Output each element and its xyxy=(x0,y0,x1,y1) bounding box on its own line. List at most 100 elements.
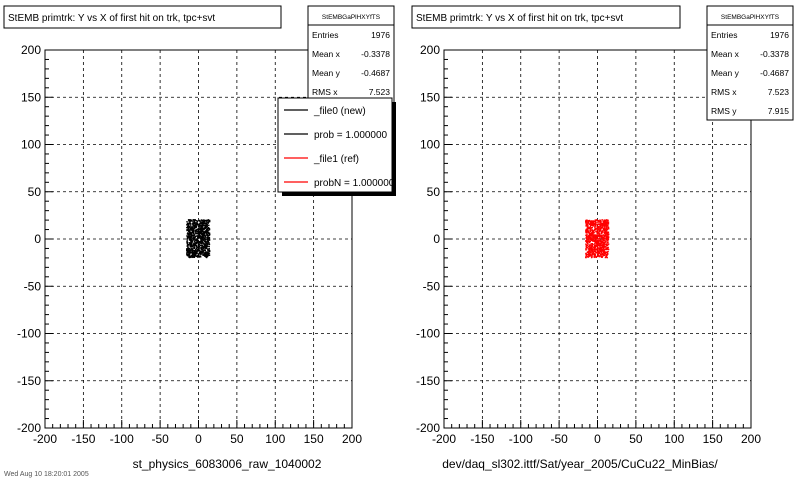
data-point xyxy=(598,223,600,225)
data-point xyxy=(201,219,204,222)
data-point xyxy=(196,240,198,243)
data-point xyxy=(600,248,603,250)
data-point xyxy=(588,255,591,257)
data-point xyxy=(199,223,201,225)
data-point xyxy=(205,224,207,226)
data-point xyxy=(208,220,211,223)
data-point xyxy=(602,253,604,256)
data-point xyxy=(599,219,602,222)
data-point xyxy=(601,226,603,229)
data-point xyxy=(195,232,197,235)
data-point xyxy=(586,230,588,233)
data-point xyxy=(208,242,210,244)
x-axis-label: st_physics_6083006_raw_1040002 xyxy=(133,457,322,471)
data-point xyxy=(606,254,608,256)
data-point xyxy=(606,238,609,241)
data-point xyxy=(585,239,588,241)
data-point xyxy=(603,242,606,245)
data-point xyxy=(191,220,193,222)
data-point xyxy=(604,240,607,242)
data-point xyxy=(597,228,600,231)
data-point xyxy=(199,240,201,243)
data-point xyxy=(207,231,210,234)
data-point xyxy=(595,241,598,244)
data-point xyxy=(194,224,196,227)
data-point xyxy=(204,222,207,224)
data-point xyxy=(201,247,204,249)
data-point xyxy=(187,254,189,257)
data-point xyxy=(186,226,189,229)
data-point xyxy=(601,247,604,249)
data-point xyxy=(592,252,595,254)
data-point xyxy=(198,251,201,254)
data-point xyxy=(598,255,601,258)
data-point xyxy=(197,235,200,238)
data-point xyxy=(188,220,190,222)
data-point xyxy=(196,220,199,223)
data-point xyxy=(591,239,593,241)
data-point xyxy=(600,228,602,231)
data-point xyxy=(193,238,195,241)
data-point xyxy=(200,220,202,222)
data-point xyxy=(596,250,599,253)
data-point xyxy=(604,252,606,255)
data-point xyxy=(603,228,606,230)
data-point xyxy=(188,249,191,252)
data-point xyxy=(197,254,200,256)
data-point xyxy=(596,248,598,250)
y-tick-label: 200 xyxy=(21,43,41,57)
y-tick-label: -150 xyxy=(416,374,440,388)
data-point xyxy=(596,255,599,258)
data-point xyxy=(193,233,195,235)
data-point xyxy=(198,247,200,250)
data-point xyxy=(602,239,605,242)
data-point xyxy=(603,249,605,251)
data-point xyxy=(187,236,190,238)
data-point xyxy=(196,255,198,257)
data-point xyxy=(601,222,604,225)
data-point xyxy=(201,241,204,243)
stats-value: 7.523 xyxy=(768,87,790,97)
data-point xyxy=(188,239,191,241)
legend-box xyxy=(277,97,393,193)
data-point xyxy=(204,231,206,234)
data-point xyxy=(604,243,606,245)
data-point xyxy=(202,241,204,244)
data-point xyxy=(204,239,206,241)
data-point xyxy=(195,238,198,240)
data-point xyxy=(587,226,589,228)
data-point xyxy=(200,230,202,233)
data-point xyxy=(200,229,202,231)
data-point xyxy=(600,251,602,253)
data-point xyxy=(594,240,596,243)
data-point xyxy=(201,228,203,231)
data-point xyxy=(600,224,602,226)
data-point xyxy=(201,253,203,255)
data-point xyxy=(194,227,196,229)
data-point xyxy=(597,254,599,256)
data-point xyxy=(598,226,601,228)
data-point xyxy=(596,244,599,246)
data-point xyxy=(591,220,594,222)
data-point xyxy=(199,221,201,223)
data-point xyxy=(605,237,607,239)
data-point xyxy=(200,219,203,221)
data-point xyxy=(601,240,604,243)
data-point xyxy=(607,225,609,227)
data-point xyxy=(187,237,190,239)
data-point xyxy=(203,246,206,249)
stats-label: RMS x xyxy=(312,87,338,97)
data-point xyxy=(599,247,602,249)
data-point xyxy=(594,249,596,251)
data-point xyxy=(202,236,205,238)
data-point xyxy=(601,245,604,248)
stats-value: 7.915 xyxy=(768,106,790,116)
data-point xyxy=(193,227,196,230)
data-point xyxy=(206,253,209,255)
data-point xyxy=(186,238,188,240)
data-point xyxy=(593,256,595,258)
data-point xyxy=(596,231,598,233)
data-point xyxy=(593,237,595,240)
data-point xyxy=(606,234,609,236)
data-point xyxy=(199,255,202,258)
